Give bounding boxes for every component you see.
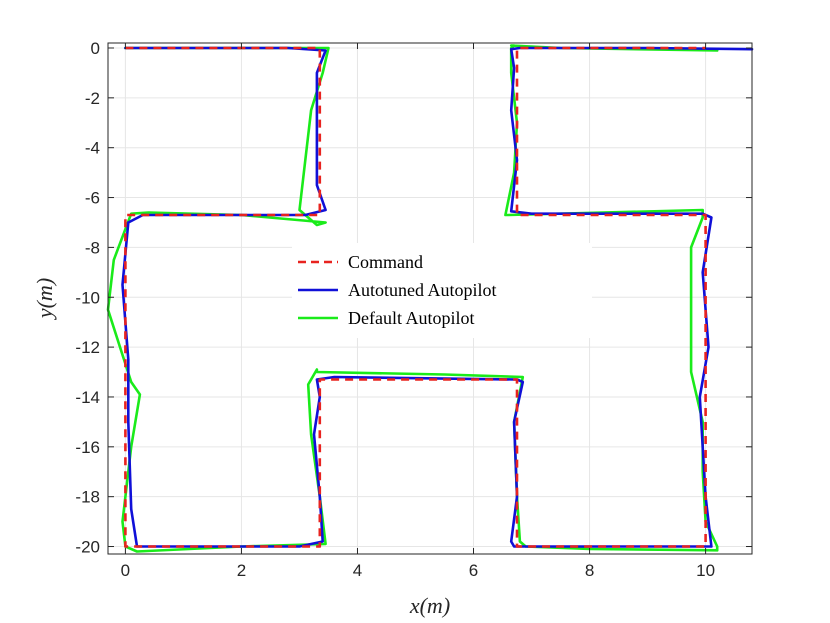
y-tick-label: -2 xyxy=(85,89,100,108)
legend: Command Autotuned Autopilot Default Auto… xyxy=(292,243,592,338)
x-axis-ticks: 0 2 4 6 8 10 xyxy=(121,43,715,580)
y-tick-label: 0 xyxy=(91,39,100,58)
y-tick-label: -4 xyxy=(85,139,100,158)
series-line-autotuned xyxy=(121,46,754,548)
legend-box xyxy=(292,243,592,338)
x-axis-label: x(m) xyxy=(409,593,450,618)
y-tick-label: -20 xyxy=(75,538,100,557)
y-axis-label: y(m) xyxy=(32,278,57,320)
x-tick-label: 6 xyxy=(469,561,478,580)
legend-label-autotuned: Autotuned Autopilot xyxy=(348,280,497,300)
legend-label-command: Command xyxy=(348,252,423,272)
plot-frame xyxy=(107,42,753,555)
y-tick-label: -14 xyxy=(75,388,100,407)
x-tick-label: 4 xyxy=(353,561,362,580)
legend-label-default: Default Autopilot xyxy=(348,308,474,328)
y-axis-ticks: 0 -2 -4 -6 -8 -10 -12 -14 -16 -18 -20 xyxy=(75,39,752,557)
y-tick-label: -18 xyxy=(75,488,100,507)
y-tick-label: -6 xyxy=(85,189,100,208)
y-tick-label: -8 xyxy=(85,238,100,257)
series-line-default xyxy=(106,44,719,553)
x-tick-label: 8 xyxy=(585,561,594,580)
series-group xyxy=(106,44,754,553)
x-tick-label: 10 xyxy=(696,561,715,580)
x-tick-label: 2 xyxy=(237,561,246,580)
y-tick-label: -16 xyxy=(75,438,100,457)
x-tick-label: 0 xyxy=(121,561,130,580)
y-tick-label: -12 xyxy=(75,338,100,357)
y-tick-label: -10 xyxy=(75,288,100,307)
series-line-command xyxy=(124,46,707,548)
